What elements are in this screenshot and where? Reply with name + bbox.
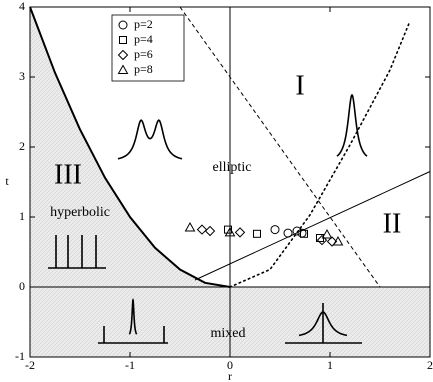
boundary-line xyxy=(179,6,381,288)
y-tick-label: 0 xyxy=(19,279,25,293)
data-point xyxy=(196,224,208,235)
data-point xyxy=(224,226,236,237)
sketch-single-peak xyxy=(336,93,368,157)
data-point xyxy=(270,225,280,235)
data-point xyxy=(321,228,333,239)
data-point xyxy=(316,234,328,246)
data-point xyxy=(283,228,293,238)
annotation: mixed xyxy=(211,326,246,341)
annotation: III xyxy=(54,159,82,190)
annotation: hyperbolic xyxy=(50,205,110,220)
boundary-line xyxy=(194,171,431,281)
y-tick-label: 1 xyxy=(19,209,25,223)
legend-marker xyxy=(119,36,127,44)
x-tick-label: -1 xyxy=(125,358,135,372)
legend-marker xyxy=(118,20,128,30)
x-tick-label: 0 xyxy=(227,358,233,372)
annotation: II xyxy=(383,208,402,239)
sketch-double-peak xyxy=(117,119,183,160)
x-tick-label: 2 xyxy=(427,358,433,372)
data-point xyxy=(253,229,261,238)
data-point xyxy=(292,226,302,236)
x-tick-label: -2 xyxy=(25,358,35,372)
data-point xyxy=(326,236,338,247)
sketch-mixed-left xyxy=(98,297,168,344)
y-axis-label: t xyxy=(5,174,9,188)
y-tick-label: 2 xyxy=(19,139,25,153)
data-point xyxy=(184,221,196,232)
y-tick-label: 3 xyxy=(19,69,25,83)
y-tick-label: 4 xyxy=(19,0,25,13)
y-tick-label: -1 xyxy=(15,349,25,363)
sketch-mixed-right xyxy=(285,303,362,344)
boundary-line xyxy=(229,20,411,288)
annotation: elliptic xyxy=(213,160,252,175)
x-axis-label: r xyxy=(228,369,232,382)
data-point xyxy=(332,235,344,246)
hyperbolic-region xyxy=(30,7,230,287)
data-point xyxy=(204,225,216,237)
legend-box xyxy=(111,14,185,82)
annotation: I xyxy=(295,70,304,101)
legend-marker xyxy=(117,49,129,61)
legend-label: p=8 xyxy=(134,62,153,76)
x-tick-label: 1 xyxy=(327,358,333,372)
legend-label: p=4 xyxy=(134,32,153,46)
legend-label: p=6 xyxy=(134,47,153,61)
legend-marker xyxy=(117,64,129,74)
boundary-line xyxy=(29,6,231,288)
legend-label: p=2 xyxy=(134,17,153,31)
data-point xyxy=(234,227,246,238)
data-point xyxy=(300,229,308,238)
sketch-spikes xyxy=(48,235,106,269)
